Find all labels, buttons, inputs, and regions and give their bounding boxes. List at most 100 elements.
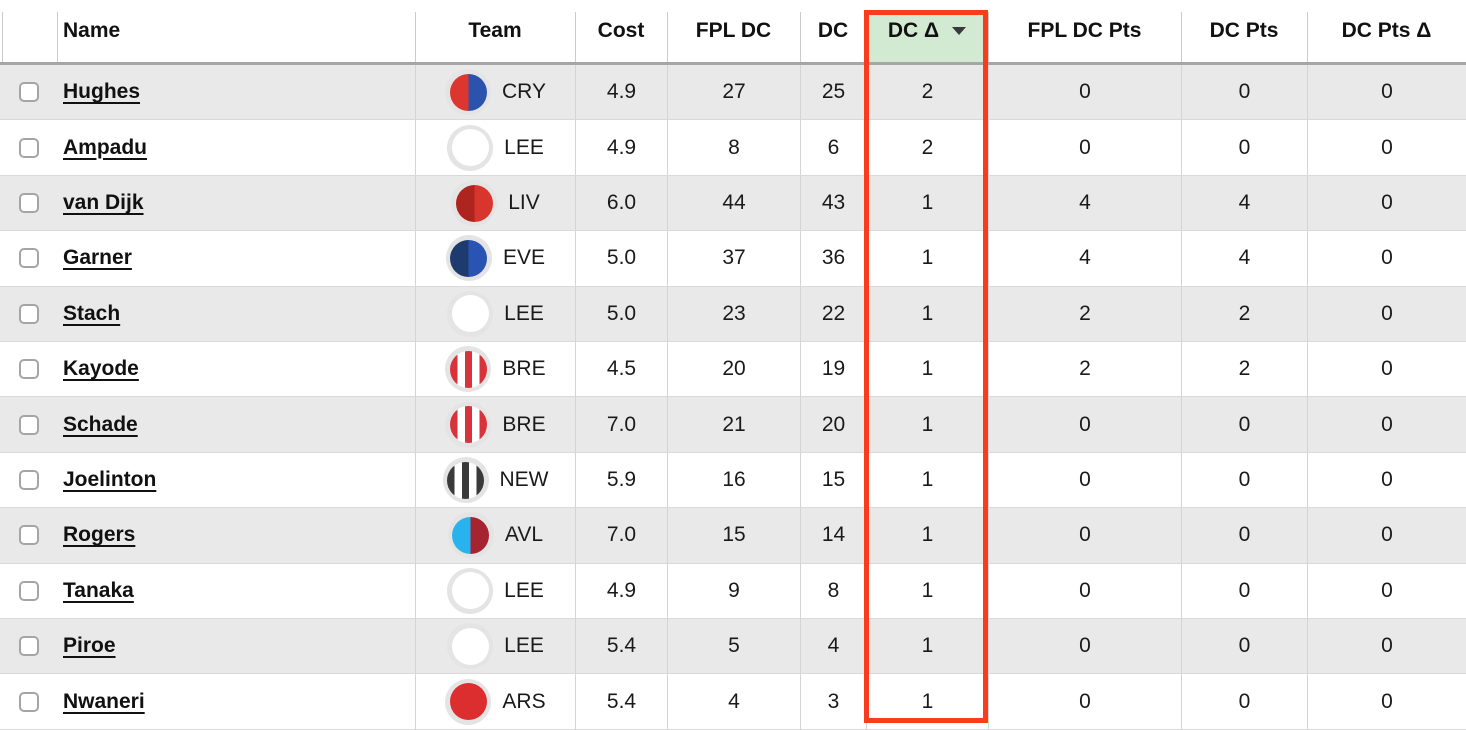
row-select-checkbox[interactable] bbox=[18, 359, 39, 380]
column-header-label: FPL DC Pts bbox=[1027, 19, 1142, 42]
cell-fpl_dc: 21 bbox=[722, 412, 746, 436]
column-header-label: Team bbox=[468, 19, 522, 42]
cell-dc_pts: 4 bbox=[1238, 191, 1251, 215]
cell-fpl_dc_pts: 0 bbox=[1079, 80, 1091, 104]
player-name-link[interactable]: Stach bbox=[63, 301, 121, 325]
row-select-checkbox[interactable] bbox=[18, 580, 39, 601]
row-select-checkbox[interactable] bbox=[18, 691, 39, 712]
column-header-fpl_dc_pts[interactable]: FPL DC Pts bbox=[988, 0, 1181, 62]
column-header-name[interactable]: Name bbox=[57, 0, 415, 62]
cell-dc_pts: 0 bbox=[1238, 468, 1251, 492]
table-row: Garner EVE 5.0 37 36 1 4 4 0 bbox=[0, 231, 1466, 287]
cell-fpl_dc: 4 bbox=[728, 689, 740, 713]
player-name-link[interactable]: Joelinton bbox=[63, 468, 157, 492]
cell-dc_pts: 0 bbox=[1238, 689, 1251, 713]
cell-dc_pts_delta: 0 bbox=[1381, 468, 1393, 492]
row-select-checkbox[interactable] bbox=[18, 82, 39, 103]
cell-dc_delta: 1 bbox=[921, 191, 934, 215]
team-badge-icon bbox=[447, 290, 494, 337]
team-badge-icon bbox=[447, 124, 494, 171]
player-name-link[interactable]: Schade bbox=[63, 412, 138, 436]
cell-dc_delta: 1 bbox=[921, 689, 934, 713]
cell-dc: 4 bbox=[827, 634, 840, 658]
table-row: Piroe LEE 5.4 5 4 1 0 0 0 bbox=[0, 619, 1466, 675]
team-abbreviation: ARS bbox=[502, 689, 546, 713]
column-header-select[interactable] bbox=[0, 0, 57, 62]
row-select-checkbox[interactable] bbox=[18, 636, 39, 657]
column-header-label: Name bbox=[63, 19, 121, 42]
row-select-checkbox[interactable] bbox=[18, 470, 39, 491]
cell-dc_pts_delta: 0 bbox=[1381, 412, 1393, 436]
cell-cost: 5.4 bbox=[606, 689, 637, 713]
row-select-checkbox[interactable] bbox=[18, 137, 39, 158]
cell-dc_pts: 0 bbox=[1238, 412, 1251, 436]
row-select-checkbox[interactable] bbox=[18, 303, 39, 324]
table-row: van Dijk LIV 6.0 44 43 1 4 4 0 bbox=[0, 175, 1466, 232]
cell-dc_delta: 1 bbox=[921, 301, 934, 325]
cell-dc_pts: 0 bbox=[1238, 634, 1251, 658]
cell-dc: 25 bbox=[821, 80, 846, 104]
cell-dc_pts: 2 bbox=[1238, 301, 1251, 325]
cell-dc: 6 bbox=[827, 135, 840, 159]
cell-dc_pts_delta: 0 bbox=[1381, 246, 1393, 270]
cell-dc: 8 bbox=[827, 578, 840, 602]
player-name-link[interactable]: van Dijk bbox=[63, 191, 144, 215]
cell-dc_pts: 0 bbox=[1238, 578, 1251, 602]
player-name-link[interactable]: Hughes bbox=[63, 80, 141, 104]
cell-cost: 7.0 bbox=[606, 523, 637, 547]
row-select-checkbox[interactable] bbox=[18, 193, 39, 214]
cell-fpl_dc: 37 bbox=[722, 246, 746, 270]
team-badge-icon bbox=[445, 235, 492, 282]
cell-dc_pts_delta: 0 bbox=[1381, 523, 1393, 547]
column-header-dc_pts[interactable]: DC Pts bbox=[1181, 0, 1307, 62]
column-header-team[interactable]: Team bbox=[415, 0, 575, 62]
cell-fpl_dc: 8 bbox=[728, 135, 740, 159]
player-name-link[interactable]: Tanaka bbox=[63, 578, 134, 602]
cell-dc: 20 bbox=[821, 412, 846, 436]
cell-cost: 5.0 bbox=[606, 301, 637, 325]
team-badge-icon bbox=[447, 623, 494, 670]
cell-dc_delta: 1 bbox=[921, 634, 934, 658]
cell-cost: 4.5 bbox=[606, 357, 637, 381]
cell-dc_delta: 2 bbox=[921, 135, 934, 159]
cell-cost: 4.9 bbox=[606, 80, 637, 104]
team-badge-icon bbox=[442, 457, 489, 504]
cell-dc_delta: 1 bbox=[921, 578, 934, 602]
cell-fpl_dc: 16 bbox=[722, 468, 746, 492]
player-name-link[interactable]: Kayode bbox=[63, 357, 139, 381]
cell-dc_pts: 0 bbox=[1238, 80, 1251, 104]
cell-dc_delta: 1 bbox=[921, 246, 934, 270]
cell-cost: 5.0 bbox=[606, 246, 637, 270]
cell-dc_pts: 0 bbox=[1238, 523, 1251, 547]
table-row: Rogers AVL 7.0 15 14 1 0 0 0 bbox=[0, 508, 1466, 564]
team-badge-icon bbox=[445, 401, 492, 448]
cell-dc: 43 bbox=[821, 191, 846, 215]
cell-fpl_dc: 20 bbox=[722, 357, 746, 381]
cell-fpl_dc: 23 bbox=[722, 301, 746, 325]
player-name-link[interactable]: Nwaneri bbox=[63, 689, 145, 713]
column-header-dc_pts_delta[interactable]: DC Pts Δ bbox=[1307, 0, 1466, 62]
column-header-dc_delta[interactable]: DC Δ bbox=[866, 0, 988, 62]
team-abbreviation: AVL bbox=[504, 523, 544, 547]
player-name-link[interactable]: Piroe bbox=[63, 634, 116, 658]
table-row: Ampadu LEE 4.9 8 6 2 0 0 0 bbox=[0, 120, 1466, 176]
cell-fpl_dc_pts: 4 bbox=[1079, 246, 1091, 270]
player-name-link[interactable]: Rogers bbox=[63, 523, 136, 547]
column-header-cost[interactable]: Cost bbox=[575, 0, 667, 62]
team-abbreviation: LIV bbox=[508, 191, 540, 215]
column-header-label: DC Pts Δ bbox=[1341, 19, 1432, 42]
cell-cost: 4.9 bbox=[606, 135, 637, 159]
player-name-link[interactable]: Ampadu bbox=[63, 135, 147, 159]
column-header-dc[interactable]: DC bbox=[800, 0, 866, 62]
row-select-checkbox[interactable] bbox=[18, 525, 39, 546]
cell-dc_pts_delta: 0 bbox=[1381, 578, 1393, 602]
player-name-link[interactable]: Garner bbox=[63, 246, 132, 270]
table-row: Stach LEE 5.0 23 22 1 2 2 0 bbox=[0, 286, 1466, 343]
cell-dc_pts_delta: 0 bbox=[1381, 357, 1393, 381]
team-badge-icon bbox=[451, 180, 498, 227]
column-header-fpl_dc[interactable]: FPL DC bbox=[667, 0, 800, 62]
row-select-checkbox[interactable] bbox=[18, 248, 39, 269]
cell-fpl_dc_pts: 0 bbox=[1079, 523, 1091, 547]
row-select-checkbox[interactable] bbox=[18, 414, 39, 435]
cell-fpl_dc: 5 bbox=[728, 634, 740, 658]
